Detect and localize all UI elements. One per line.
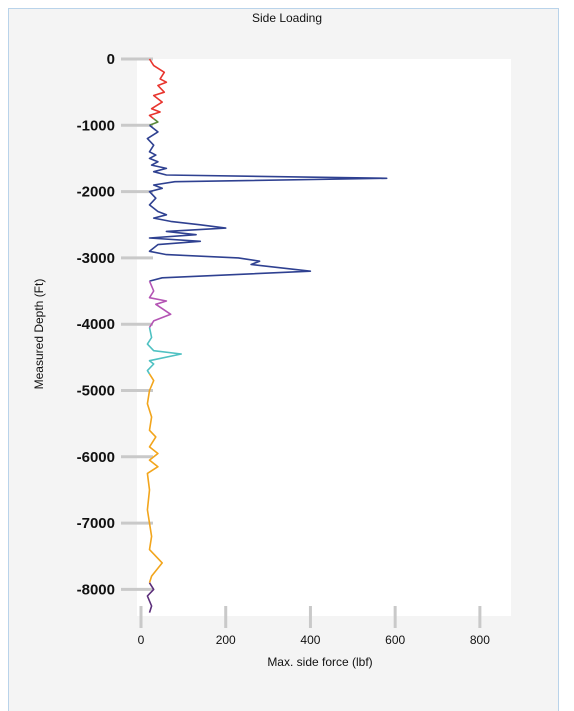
plot-area	[137, 59, 511, 616]
x-tick-label: 400	[300, 633, 320, 647]
x-tick-label: 800	[470, 633, 490, 647]
x-axis: 0 200 400 600 800	[138, 606, 490, 647]
y-tick-label: -3000	[77, 250, 115, 267]
series-group	[146, 58, 388, 613]
y-tick-label: -1000	[77, 117, 115, 134]
y-tick-label: -5000	[77, 383, 115, 400]
y-tick-label: -2000	[77, 184, 115, 201]
y-tick-label: -4000	[77, 316, 115, 333]
y-axis: 0 -1000 -2000 -3000 -4000 -5000 -6000 -7000 -800…	[77, 51, 153, 598]
y-tick-label: -8000	[77, 581, 115, 598]
y-tick-label: 0	[107, 51, 115, 68]
x-tick-label: 0	[138, 633, 145, 647]
series-line-5	[146, 327, 182, 375]
series-line-6	[146, 373, 163, 584]
chart-title: Side Loading	[251, 11, 323, 25]
series-line-7	[146, 582, 155, 613]
x-tick-label: 600	[385, 633, 405, 647]
y-tick-label: -6000	[77, 449, 115, 466]
y-tick-label: -7000	[77, 515, 115, 532]
y-axis-title: Measured Depth (Ft)	[32, 279, 46, 390]
series-line-4	[148, 280, 172, 328]
series-line-3	[146, 124, 388, 282]
x-axis-title: Max. side force (lbf)	[267, 655, 372, 669]
series-line-2	[149, 118, 159, 127]
x-tick-label: 200	[216, 633, 236, 647]
series-line-1	[148, 58, 168, 120]
